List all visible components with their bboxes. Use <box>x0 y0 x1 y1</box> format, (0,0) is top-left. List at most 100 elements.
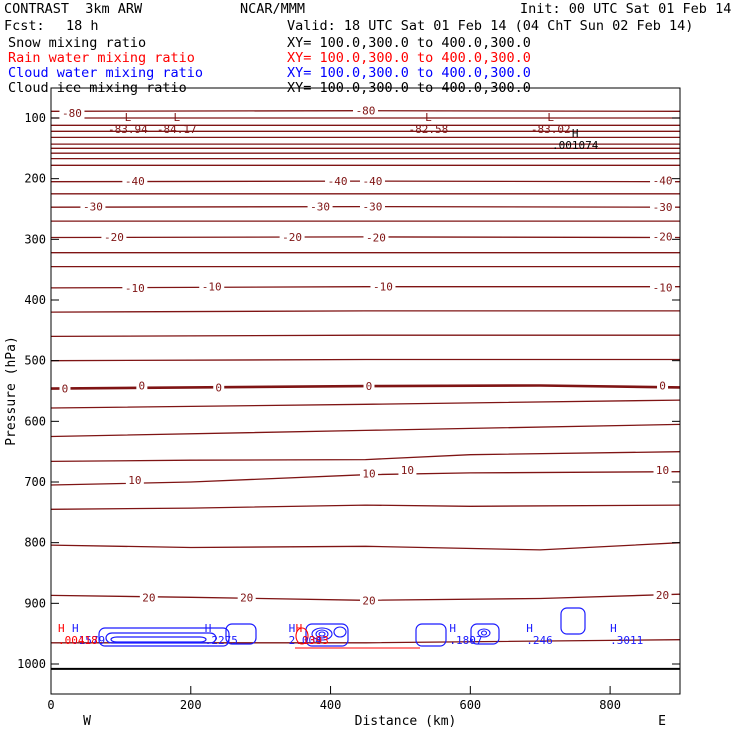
contour-label-bg <box>650 230 676 243</box>
contour-label-bg <box>213 381 225 394</box>
cloud-max-marker: H <box>72 622 79 635</box>
legend-rain-xy: XY= 100.0,300.0 to 400.0,300.0 <box>287 50 531 66</box>
extremum-marker: L <box>173 111 180 124</box>
temperature-label: 10 <box>362 468 375 481</box>
contour-label-bg <box>59 382 71 395</box>
contour-label-bg <box>359 467 378 480</box>
contour-label-bg <box>650 201 676 214</box>
rain-contour <box>295 627 309 645</box>
temperature-contour <box>51 358 680 362</box>
cloud-water-contour <box>318 631 326 637</box>
temperature-contour <box>51 504 680 510</box>
legend-snow-xy: XY= 100.0,300.0 to 400.0,300.0 <box>287 35 531 51</box>
temperature-label: 20 <box>656 589 669 602</box>
extremum-marker: L <box>425 111 432 124</box>
cloud-max-marker: H <box>526 622 533 635</box>
cloud-water-contour <box>315 629 329 639</box>
y-tick-label: 300 <box>24 232 46 246</box>
temperature-label: 10 <box>401 464 414 477</box>
extremum-marker: H <box>572 127 579 140</box>
contour-label-bg <box>650 174 676 187</box>
cloud-water-contour <box>480 630 488 636</box>
temperature-contour <box>51 542 680 551</box>
temperature-label: -10 <box>373 281 393 294</box>
temperature-label: -20 <box>282 231 302 244</box>
x-tick-label: 0 <box>47 698 54 712</box>
cloud-max-value: .1807 <box>449 634 482 647</box>
contour-label-bg <box>325 175 351 188</box>
temperature-contour <box>51 423 680 438</box>
y-tick-label: 800 <box>24 536 46 550</box>
temperature-label: -30 <box>653 201 673 214</box>
contour-label-bg <box>653 588 672 601</box>
temperature-label: -30 <box>363 201 383 214</box>
x-tick-label: 600 <box>459 698 481 712</box>
rain-max-marker: H <box>296 622 303 635</box>
contour-label-bg <box>279 230 305 243</box>
temperature-label: 20 <box>142 591 155 604</box>
extremum-value: -83.94 <box>108 123 148 136</box>
contour-label-bg <box>307 200 333 213</box>
temperature-contour <box>51 286 680 289</box>
contour-label-bg <box>657 379 669 392</box>
temperature-label: -40 <box>653 174 673 187</box>
cloud-max-marker: H <box>289 622 296 635</box>
extremum-marker: L <box>125 111 132 124</box>
y-axis-title: Pressure (hPa) <box>4 336 19 446</box>
contour-label-bg <box>237 591 256 604</box>
cloud-water-contour <box>225 623 257 645</box>
temperature-label: -20 <box>104 231 124 244</box>
legend-cloud-water-name: Cloud water mixing ratio <box>8 65 204 81</box>
center-label: NCAR/MMM <box>240 1 306 17</box>
cloud-water-contour <box>110 636 207 643</box>
y-tick-label: 100 <box>24 111 46 125</box>
contour-label-bg <box>370 280 396 293</box>
y-tick-label: 500 <box>24 354 46 368</box>
contour-label-bg <box>353 104 378 117</box>
y-tick-label: 200 <box>24 172 46 186</box>
cloud-water-contour <box>560 607 586 635</box>
contour-label-bg <box>122 175 148 188</box>
x-tick-label: 200 <box>180 698 202 712</box>
temperature-label: 10 <box>128 474 141 487</box>
contour-label-bg <box>653 463 672 476</box>
cloud-water-contour <box>470 623 500 645</box>
west-endpoint: W <box>83 714 91 729</box>
y-tick-label: 1000 <box>17 657 46 671</box>
temperature-contour <box>51 310 680 313</box>
y-tick-label: 900 <box>24 596 46 610</box>
temperature-label: 0 <box>659 380 666 393</box>
contour-label-bg <box>136 379 148 392</box>
temperature-label: -20 <box>653 230 673 243</box>
forecast-hour: 18 h <box>66 18 99 34</box>
temperature-label: 20 <box>362 594 375 607</box>
temperature-label: 0 <box>62 383 69 396</box>
temperature-label: -10 <box>653 281 673 294</box>
x-tick-label: 800 <box>599 698 621 712</box>
temperature-label: 0 <box>139 380 146 393</box>
temperature-label: -30 <box>310 201 330 214</box>
cloud-max-value: .3011 <box>610 634 643 647</box>
contour-label-bg <box>80 200 106 213</box>
chart-title: CONTRAST 3km ARW <box>4 1 143 17</box>
temperature-label: 10 <box>656 464 669 477</box>
rain-max-marker: H <box>58 622 65 635</box>
contour-label-bg <box>59 107 85 120</box>
cloud-water-contour <box>415 623 447 647</box>
temperature-label: -10 <box>125 282 145 295</box>
contour-label-bg <box>363 380 375 393</box>
temperature-label: 20 <box>240 591 253 604</box>
legend-rain-name: Rain water mixing ratio <box>8 50 195 66</box>
contour-label-bg <box>199 280 225 293</box>
temperature-label: -40 <box>363 175 383 188</box>
contour-label-bg <box>359 594 378 607</box>
contour-label-bg <box>398 463 417 476</box>
contour-label-bg <box>359 200 385 213</box>
y-tick-label: 400 <box>24 293 46 307</box>
temperature-label: 0 <box>366 380 373 393</box>
temperature-label: 0 <box>215 381 222 394</box>
contour-label-bg <box>359 175 385 188</box>
contour-label-bg <box>125 474 144 487</box>
init-time: Init: 00 UTC Sat 01 Feb 14 <box>520 1 732 17</box>
